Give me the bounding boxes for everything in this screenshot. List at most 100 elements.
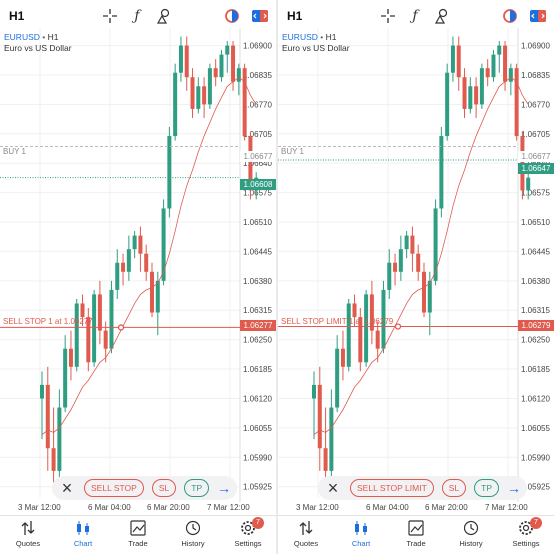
order-price-tag: 1.06279 — [518, 320, 554, 331]
crosshair-icon[interactable] — [100, 6, 120, 26]
tab-quotes[interactable]: Quotes — [2, 519, 54, 548]
candle-body — [312, 384, 316, 399]
price-tick: 1.06380 — [521, 277, 550, 286]
order-drag-handle — [394, 323, 402, 330]
tab-settings[interactable]: Settings 7 — [222, 517, 274, 548]
symbol-timeframe: H1 — [325, 32, 337, 42]
symbol-timeframe: H1 — [47, 32, 59, 42]
crosshair-icon[interactable] — [378, 6, 398, 26]
tab-label: History — [459, 539, 483, 548]
tab-label: Chart — [351, 539, 371, 548]
objects-icon[interactable] — [154, 6, 174, 26]
history-icon — [445, 519, 497, 537]
order-panel: × SELL STOP SL TP → — [52, 476, 238, 500]
candlestick-chart: 1.06900 1.06835 1.06770 1.06705 1.06640 1.065… — [0, 28, 272, 502]
candle-body — [242, 68, 247, 137]
trade-icon[interactable] — [250, 6, 270, 26]
candle-body — [335, 348, 340, 408]
price-tick: 1.06510 — [521, 218, 550, 227]
price-tick: 1.06250 — [521, 336, 550, 345]
time-tick: 7 Mar 12:00 — [207, 503, 250, 512]
price-tick: 1.06380 — [243, 277, 272, 286]
candle-body — [132, 235, 137, 250]
candle-body — [190, 77, 195, 109]
indicators-icon[interactable]: ƒ — [412, 8, 418, 24]
candle-body — [427, 280, 432, 313]
price-tick: 1.06055 — [521, 424, 550, 433]
candle-body — [375, 330, 380, 349]
candle-body — [236, 68, 241, 82]
candle-body — [184, 45, 189, 78]
candle-body — [497, 45, 502, 55]
arrow-right-icon[interactable]: → — [217, 480, 232, 496]
tab-quotes[interactable]: Quotes — [280, 519, 332, 548]
tp-button[interactable]: TP — [184, 479, 210, 497]
price-chart[interactable]: 1.069001.068351.067701.067051.066401.065… — [278, 28, 554, 502]
gear-icon — [222, 519, 274, 537]
candle-body — [196, 86, 201, 109]
candle-body — [213, 68, 218, 78]
price-tick: 1.06835 — [243, 71, 272, 80]
price-tick: 1.06510 — [243, 218, 272, 227]
chart-icon — [335, 519, 387, 537]
tab-chart[interactable]: Chart — [335, 519, 387, 548]
arrow-right-icon[interactable]: → — [507, 480, 522, 496]
tab-settings[interactable]: Settings 7 — [500, 517, 552, 548]
price-tick: 1.06120 — [521, 394, 550, 403]
time-tick: 3 Mar 12:00 — [18, 503, 61, 512]
pending-order-label[interactable]: SELL STOP LIMIT 1 at 1.06279 — [281, 317, 394, 326]
trade-icon[interactable] — [528, 6, 548, 26]
order-type-button[interactable]: SELL STOP LIMIT — [350, 479, 434, 497]
time-tick: 6 Mar 04:00 — [366, 503, 409, 512]
chart-mode-icon[interactable] — [500, 6, 520, 26]
tp-button[interactable]: TP — [474, 479, 500, 497]
candle-body — [404, 235, 409, 250]
candle-body — [387, 262, 392, 290]
tab-label: Settings — [512, 539, 540, 548]
symbol-label: EURUSD • H1 — [4, 32, 59, 42]
price-tick: 1.05925 — [243, 483, 272, 492]
sl-button[interactable]: SL — [441, 479, 467, 497]
candle-body — [485, 68, 490, 78]
chart-mode-icon[interactable] — [222, 6, 242, 26]
indicators-icon[interactable]: ƒ — [134, 8, 140, 24]
candle-body — [468, 86, 473, 109]
candle-body — [121, 262, 126, 272]
sl-button[interactable]: SL — [151, 479, 177, 497]
candle-body — [40, 384, 44, 399]
price-tick: 1.05925 — [521, 483, 550, 492]
buy-position-label: BUY 1 — [281, 147, 304, 156]
symbol-description: Euro vs US Dollar — [282, 43, 350, 53]
candle-body — [456, 45, 461, 78]
objects-icon[interactable] — [432, 6, 452, 26]
timeframe-button[interactable]: H1 — [9, 9, 25, 23]
pending-order-label[interactable]: SELL STOP 1 at 1.06277 — [3, 317, 93, 326]
candle-body — [57, 407, 62, 471]
settings-badge: 7 — [530, 517, 542, 529]
tab-chart[interactable]: Chart — [57, 519, 109, 548]
candle-body — [526, 177, 531, 191]
tab-trade[interactable]: Trade — [112, 519, 164, 548]
order-type-button[interactable]: SELL STOP — [84, 479, 144, 497]
symbol-label: EURUSD • H1 — [282, 32, 337, 42]
candle-body — [479, 68, 484, 105]
tab-history[interactable]: History — [445, 519, 497, 548]
tab-trade[interactable]: Trade — [390, 519, 442, 548]
chart-screen-right: H1 ƒ 1.069001.068351.067701.067051.06640… — [278, 0, 554, 554]
separator-dot: • — [320, 32, 324, 42]
price-tick: 1.06120 — [243, 394, 272, 403]
candle-body — [115, 262, 120, 290]
candle-body — [155, 280, 160, 313]
top-toolbar: H1 ƒ — [278, 0, 554, 32]
close-icon[interactable]: × — [327, 478, 339, 498]
candle-body — [358, 317, 363, 363]
candle-body — [51, 448, 56, 471]
close-icon[interactable]: × — [61, 478, 73, 498]
tab-history[interactable]: History — [167, 519, 219, 548]
quotes-icon — [2, 519, 54, 537]
timeframe-button[interactable]: H1 — [287, 9, 303, 23]
candle-body — [63, 348, 68, 408]
candle-body — [97, 294, 102, 331]
candle-body — [369, 294, 374, 331]
